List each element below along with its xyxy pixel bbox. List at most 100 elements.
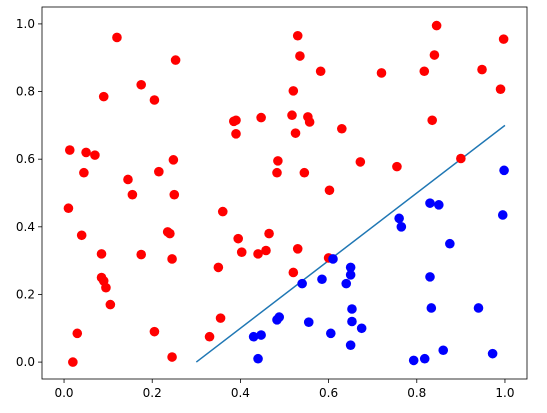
data-point bbox=[434, 200, 444, 210]
series-blue bbox=[248, 165, 509, 366]
y-axis: 0.0 0.2 0.4 0.6 0.8 1.0 bbox=[16, 17, 42, 369]
data-point bbox=[419, 66, 430, 77]
data-point bbox=[499, 165, 509, 176]
points-layer bbox=[63, 20, 509, 367]
data-point bbox=[292, 30, 303, 41]
data-point bbox=[149, 326, 160, 337]
data-point bbox=[169, 189, 180, 200]
data-point bbox=[204, 331, 215, 342]
data-point bbox=[253, 353, 263, 364]
data-point bbox=[165, 228, 175, 239]
x-tick-label: 0.2 bbox=[143, 386, 162, 400]
x-axis: 0.0 0.2 0.4 0.6 0.8 1.0 bbox=[54, 379, 515, 400]
data-point bbox=[419, 353, 430, 364]
data-point bbox=[355, 157, 366, 167]
data-point bbox=[295, 51, 305, 61]
data-point bbox=[425, 272, 435, 282]
y-tick-label: 0.6 bbox=[16, 152, 35, 166]
x-tick-label: 0.6 bbox=[319, 386, 338, 400]
x-tick-label: 0.8 bbox=[407, 386, 426, 400]
data-point bbox=[487, 348, 498, 359]
data-point bbox=[79, 167, 89, 178]
data-point bbox=[345, 262, 356, 273]
data-point bbox=[341, 278, 352, 289]
data-point bbox=[477, 64, 487, 75]
data-point bbox=[328, 254, 338, 264]
y-tick-label: 0.0 bbox=[16, 355, 35, 369]
data-point bbox=[76, 230, 87, 241]
data-point bbox=[303, 317, 314, 327]
data-point bbox=[256, 330, 266, 340]
data-point bbox=[149, 95, 160, 105]
data-point bbox=[425, 198, 435, 208]
y-tick-label: 0.2 bbox=[16, 287, 35, 301]
data-point bbox=[396, 222, 407, 232]
data-point bbox=[498, 34, 509, 44]
data-point bbox=[274, 312, 285, 322]
data-point bbox=[81, 147, 91, 158]
data-point bbox=[253, 249, 263, 259]
data-point bbox=[326, 328, 336, 339]
x-tick-label: 0.4 bbox=[231, 386, 250, 400]
data-point bbox=[154, 166, 164, 177]
data-point bbox=[123, 174, 133, 185]
data-point bbox=[304, 117, 315, 127]
data-point bbox=[408, 355, 419, 366]
data-point bbox=[264, 228, 274, 239]
data-point bbox=[299, 167, 310, 178]
data-point bbox=[376, 68, 387, 78]
data-point bbox=[392, 161, 402, 172]
data-point bbox=[273, 156, 283, 166]
data-point bbox=[167, 352, 177, 362]
data-point bbox=[317, 274, 327, 285]
data-point bbox=[136, 79, 146, 90]
data-point bbox=[90, 150, 100, 160]
data-point bbox=[427, 115, 438, 126]
data-point bbox=[288, 86, 299, 96]
data-point bbox=[347, 304, 357, 314]
data-point bbox=[233, 233, 243, 244]
data-point bbox=[63, 203, 74, 214]
data-point bbox=[167, 254, 177, 264]
data-point bbox=[347, 316, 357, 327]
data-point bbox=[337, 123, 347, 134]
data-point bbox=[288, 267, 299, 278]
data-point bbox=[248, 331, 259, 342]
data-point bbox=[127, 189, 138, 200]
data-point bbox=[297, 278, 307, 289]
data-point bbox=[213, 262, 224, 273]
series-red bbox=[63, 20, 509, 367]
axes-frame bbox=[41, 6, 528, 380]
data-point bbox=[231, 115, 241, 126]
data-point bbox=[345, 270, 356, 280]
data-point bbox=[495, 84, 506, 94]
data-point bbox=[287, 110, 297, 121]
data-point bbox=[112, 32, 122, 43]
data-point bbox=[272, 167, 282, 178]
data-point bbox=[68, 357, 78, 367]
data-point bbox=[324, 185, 335, 196]
data-point bbox=[261, 245, 271, 256]
data-point bbox=[290, 128, 301, 138]
y-tick-label: 0.8 bbox=[16, 85, 35, 99]
data-point bbox=[64, 145, 75, 155]
data-point bbox=[497, 210, 508, 220]
data-point bbox=[215, 313, 226, 323]
data-point bbox=[438, 345, 449, 356]
data-point bbox=[236, 247, 247, 257]
data-point bbox=[72, 328, 83, 339]
data-point bbox=[429, 50, 440, 60]
data-point bbox=[315, 66, 326, 77]
data-point bbox=[168, 155, 179, 165]
data-point bbox=[98, 91, 109, 102]
y-tick-label: 0.4 bbox=[16, 220, 35, 234]
data-point bbox=[292, 244, 303, 254]
y-tick-label: 1.0 bbox=[16, 17, 35, 31]
x-tick-label: 0.0 bbox=[54, 386, 73, 400]
data-point bbox=[136, 249, 146, 260]
data-point bbox=[231, 129, 241, 139]
lines-layer bbox=[195, 124, 506, 363]
